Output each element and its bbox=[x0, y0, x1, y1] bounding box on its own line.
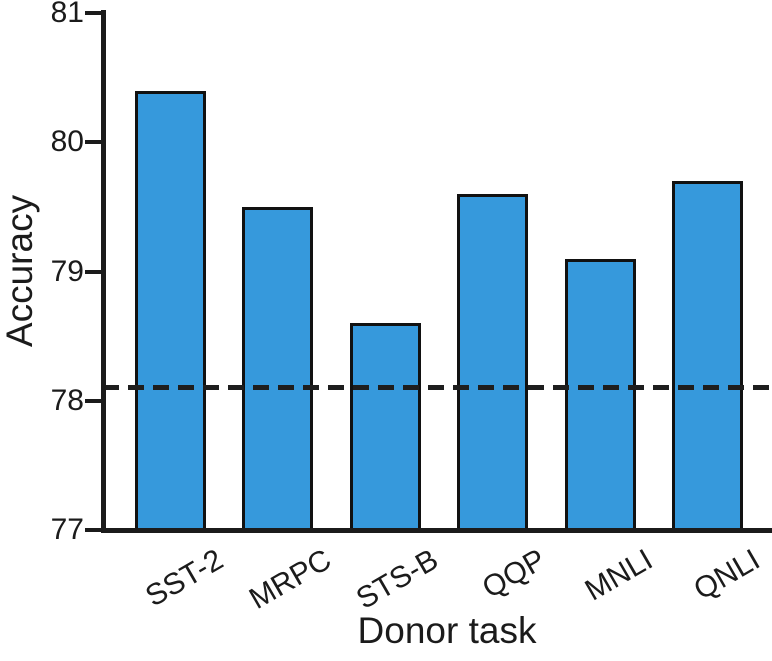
x-tick-label-STS-B: STS-B bbox=[350, 543, 444, 616]
x-axis-title: Donor task bbox=[357, 610, 537, 651]
x-tick-label-MNLI: MNLI bbox=[580, 543, 659, 608]
x-tick-label-MRPC: MRPC bbox=[243, 543, 337, 616]
y-tick-label: 77 bbox=[50, 513, 84, 546]
bar-STS-B bbox=[349, 323, 421, 532]
y-tick-label: 79 bbox=[50, 254, 84, 288]
x-tick-label-QQP: QQP bbox=[476, 543, 552, 605]
y-tick-mark bbox=[85, 528, 105, 532]
y-tick-mark bbox=[85, 269, 105, 274]
y-tick-mark bbox=[85, 398, 105, 403]
y-tick-label: 81 bbox=[50, 0, 84, 29]
y-tick-label: 78 bbox=[50, 383, 84, 417]
bar-MRPC bbox=[242, 206, 314, 532]
baseline-dashed-line bbox=[103, 385, 772, 391]
y-tick-mark bbox=[85, 140, 105, 145]
bar-SST-2 bbox=[135, 90, 206, 532]
x-axis-line bbox=[101, 528, 772, 533]
y-tick-mark bbox=[85, 11, 105, 15]
y-tick-label: 80 bbox=[50, 125, 84, 159]
bar-QQP bbox=[457, 193, 529, 532]
bar-QNLI bbox=[672, 181, 743, 532]
x-tick-label-SST-2: SST-2 bbox=[140, 543, 229, 614]
x-tick-label-QNLI: QNLI bbox=[688, 543, 766, 607]
bar-MNLI bbox=[564, 258, 636, 532]
y-axis-title: Accuracy bbox=[0, 194, 40, 348]
